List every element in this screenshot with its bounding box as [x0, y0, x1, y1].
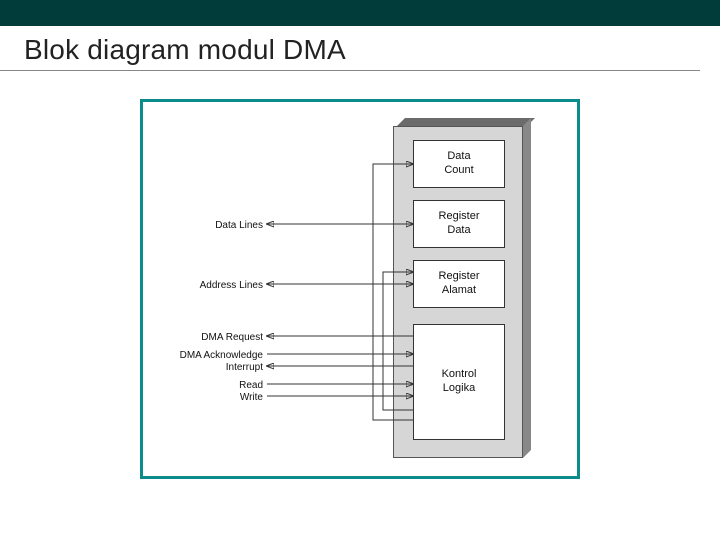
block-label: DataCount — [444, 150, 473, 178]
block-register-addr: RegisterAlamat — [413, 260, 505, 308]
block-label: RegisterData — [439, 210, 480, 238]
dma-block-diagram: DataCount RegisterData RegisterAlamat Kontr… — [140, 99, 580, 479]
block-kontrol-logika: KontrolLogika — [413, 324, 505, 440]
block-data-count: DataCount — [413, 140, 505, 188]
title-area: Blok diagram modul DMA — [0, 26, 700, 71]
label-interrupt: Interrupt — [219, 362, 263, 373]
label-dma-ack: DMA Acknowledge — [169, 350, 263, 361]
page-title: Blok diagram modul DMA — [24, 34, 346, 65]
diagram-wrap: DataCount RegisterData RegisterAlamat Kontr… — [0, 99, 720, 479]
label-read: Read — [235, 380, 263, 391]
label-address-lines: Address Lines — [187, 280, 263, 291]
arrow-kontrol-to-register-alamat — [383, 272, 413, 410]
arrow-kontrol-to-data-count — [373, 164, 413, 420]
block-label: RegisterAlamat — [439, 270, 480, 298]
label-data-lines: Data Lines — [203, 220, 263, 231]
label-write: Write — [235, 392, 263, 403]
block-label: KontrolLogika — [442, 368, 477, 396]
slide-top-bar — [0, 0, 720, 26]
block-register-data: RegisterData — [413, 200, 505, 248]
label-dma-request: DMA Request — [193, 332, 263, 343]
